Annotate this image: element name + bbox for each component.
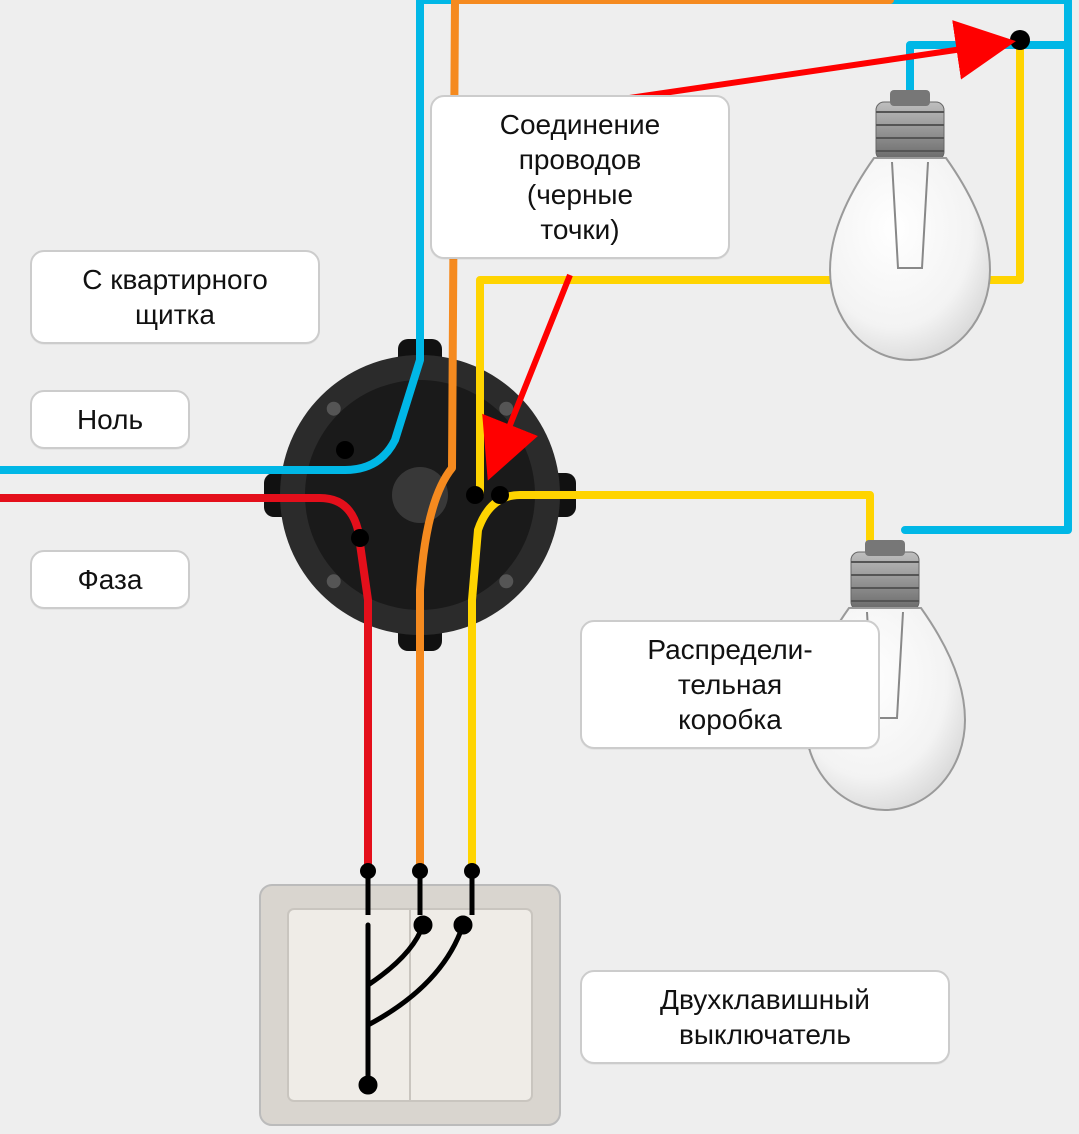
label-connection: Соединениепроводов(черныеточки) [430,95,730,259]
connection-dot [1010,30,1030,50]
wiring-diagram: С квартирногощитка Ноль Фаза Соединениеп… [0,0,1079,1134]
callout-arrow [616,42,1010,100]
connection-dot [360,863,376,879]
connection-dot [351,529,369,547]
light-bulb-icon [830,90,990,360]
double-switch-icon [260,871,560,1125]
connection-dot [491,486,509,504]
label-phase: Фаза [30,550,190,609]
label-neutral: Ноль [30,390,190,449]
label-junction-box: Распредели-тельнаякоробка [580,620,880,749]
connection-dot [464,863,480,879]
connection-dot [412,863,428,879]
connection-dot [336,441,354,459]
label-switch: Двухклавишныйвыключатель [580,970,950,1064]
label-panel: С квартирногощитка [30,250,320,344]
connection-dot [466,486,484,504]
